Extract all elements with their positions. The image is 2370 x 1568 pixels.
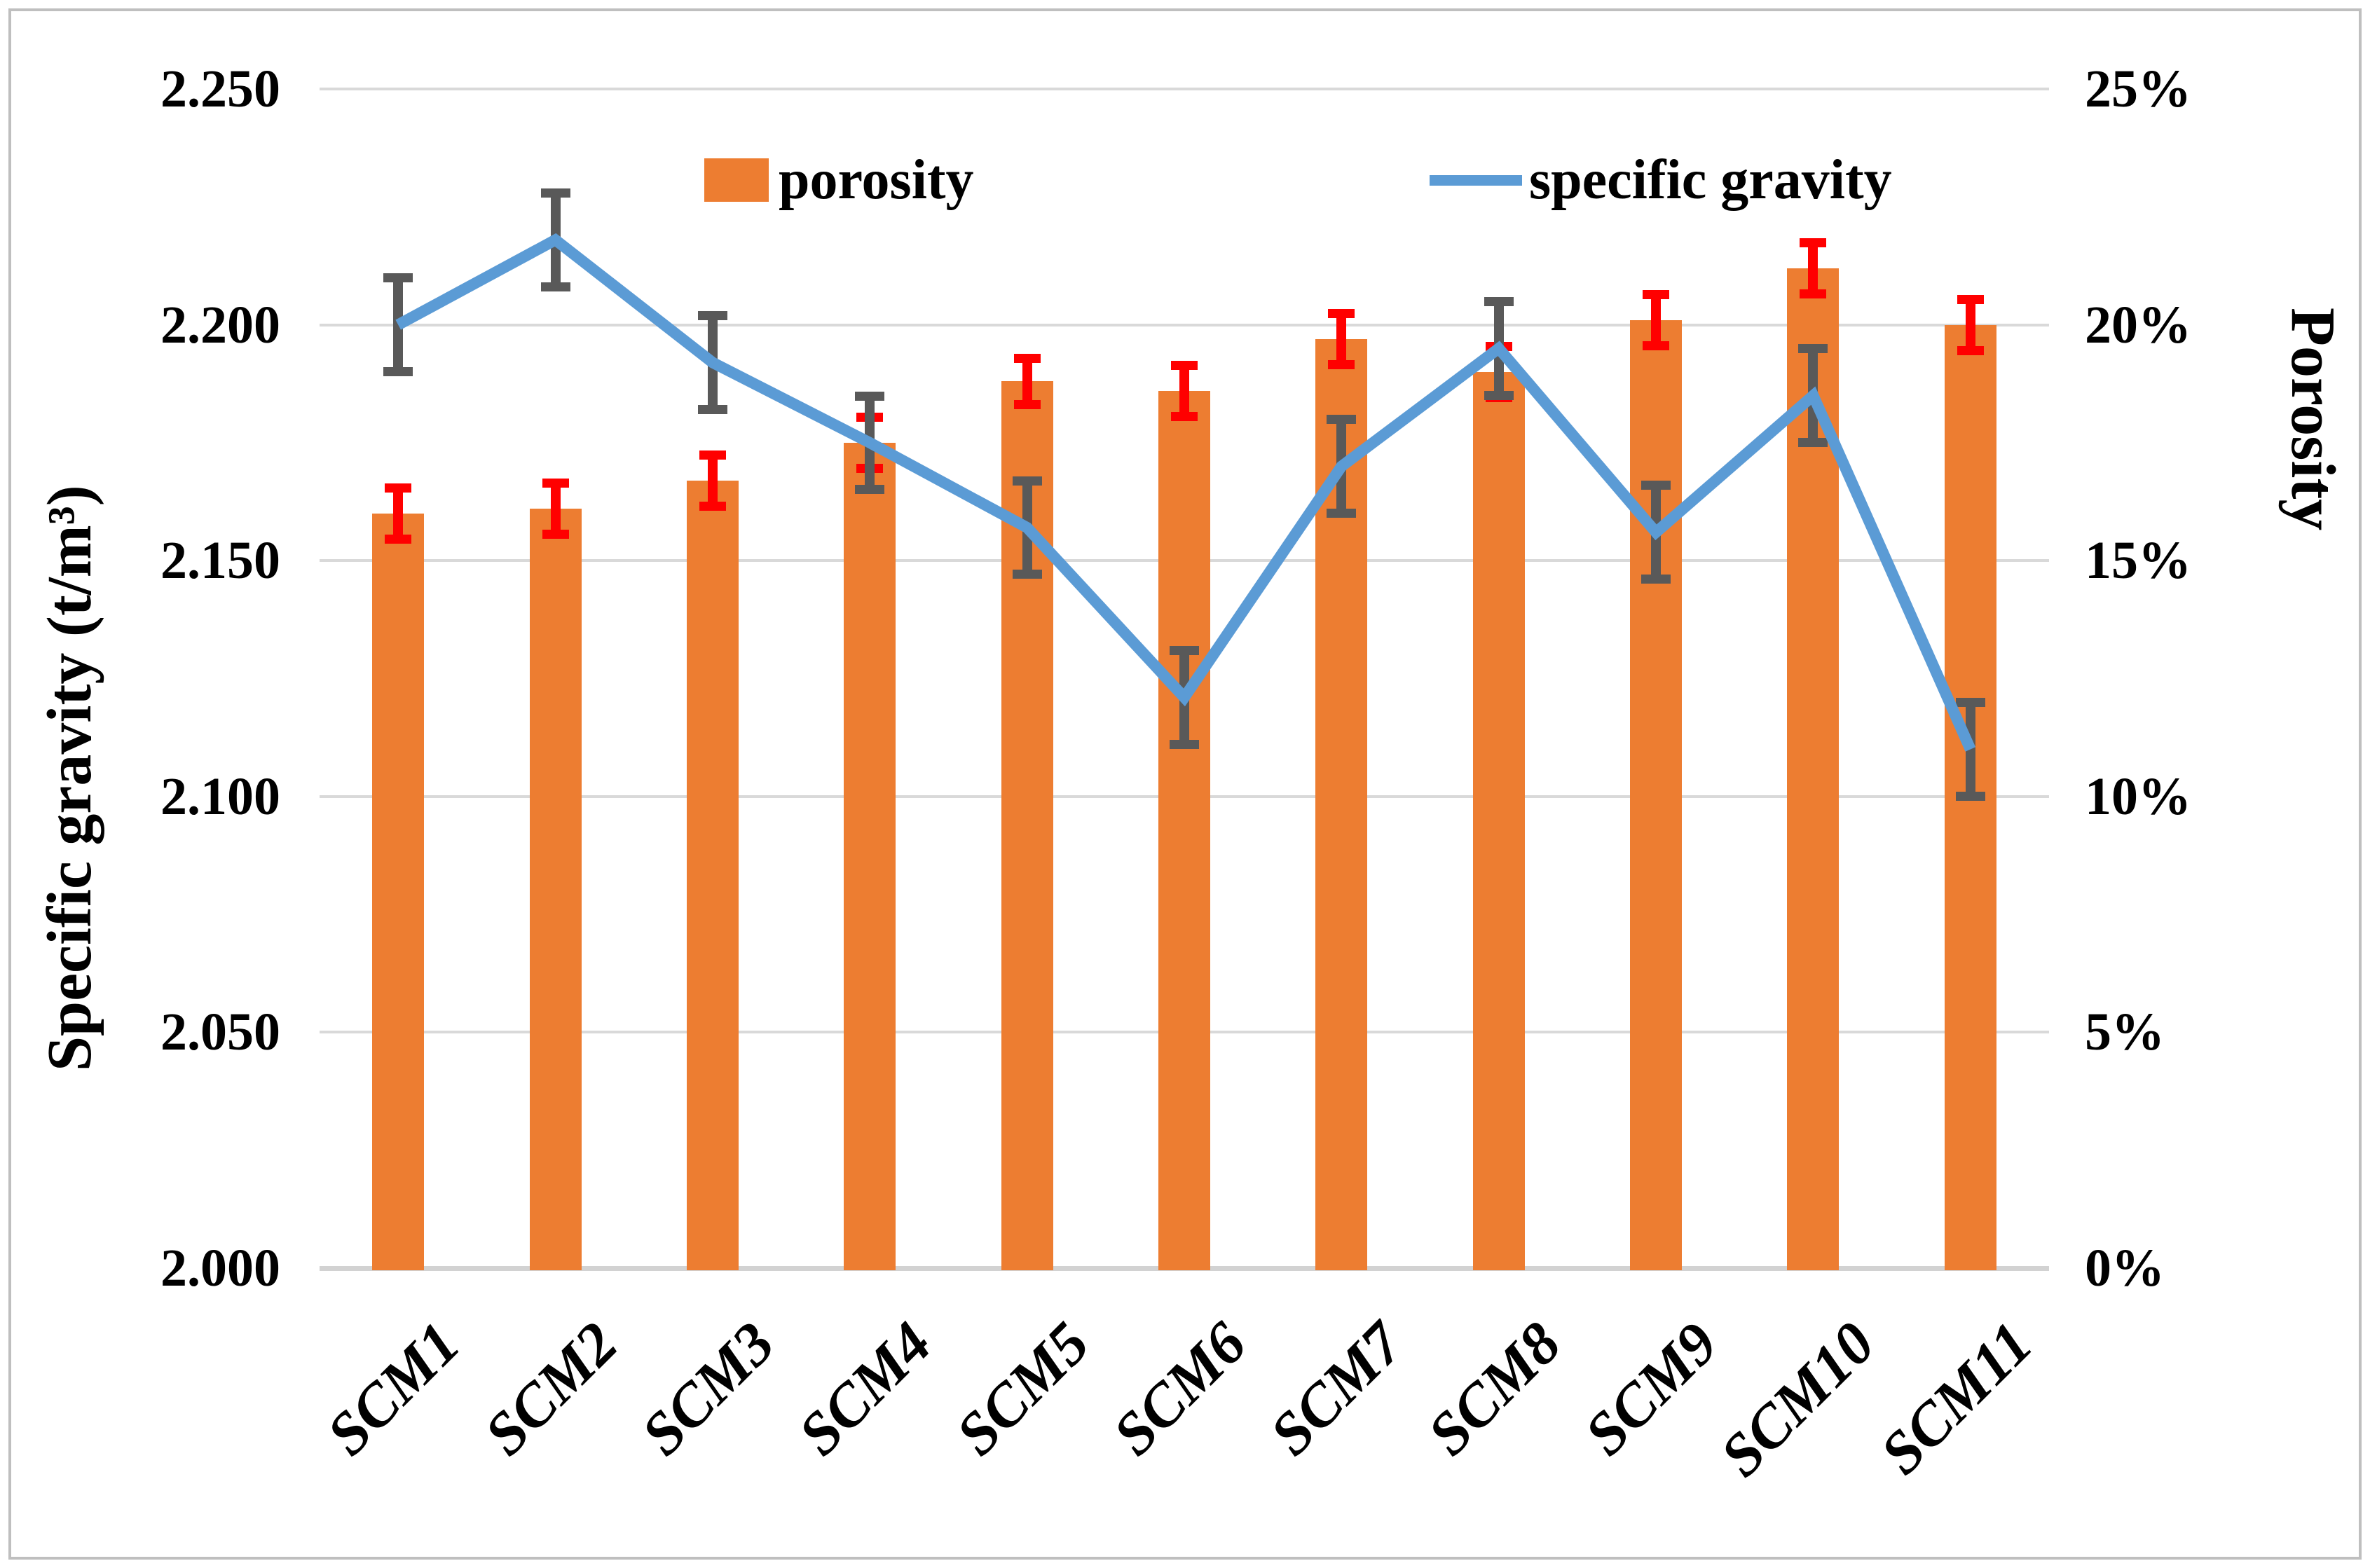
porosity-error-SCM6-stem (1179, 364, 1189, 417)
porosity-error-SCM7-cap-top (1328, 308, 1355, 318)
bar-SCM3 (686, 480, 739, 1270)
specific-gravity-error-SCM11-cap-bottom (1955, 791, 1985, 801)
y-tick-left-2.150: 2.150 (160, 531, 280, 591)
y-tick-right-15%: 15% (2085, 531, 2191, 591)
specific-gravity-error-SCM3-cap-bottom (697, 404, 727, 414)
bar-SCM2 (529, 509, 582, 1270)
specific-gravity-error-SCM11-cap-top (1955, 698, 1985, 708)
y-tick-left-2.050: 2.050 (160, 1003, 280, 1062)
porosity-error-SCM1-cap-bottom (385, 534, 412, 544)
porosity-error-SCM1-cap-top (385, 483, 412, 493)
porosity-error-SCM2-stem (550, 483, 561, 535)
specific-gravity-error-SCM9-cap-top (1641, 481, 1671, 490)
legend-entry-specific-gravity: specific gravity (1430, 149, 1892, 212)
specific-gravity-error-SCM10-cap-bottom (1798, 437, 1828, 447)
y-tick-right-0%: 0% (2085, 1239, 2165, 1298)
chart-border (8, 8, 2362, 1560)
porosity-error-SCM3-cap-top (699, 450, 726, 460)
bar-SCM4 (844, 442, 896, 1270)
specific-gravity-error-SCM7-cap-top (1327, 415, 1357, 425)
legend-label-specific-gravity: specific gravity (1529, 149, 1892, 211)
porosity-error-SCM10-stem (1808, 242, 1818, 294)
specific-gravity-error-SCM3-cap-top (697, 311, 727, 321)
porosity-error-SCM2-cap-bottom (542, 530, 569, 539)
porosity-error-SCM10-cap-bottom (1800, 289, 1827, 298)
legend-label-porosity: porosity (779, 149, 974, 211)
bar-SCM6 (1158, 390, 1210, 1270)
bar-SCM8 (1472, 371, 1525, 1270)
y-tick-left-2.250: 2.250 (160, 60, 280, 118)
specific-gravity-error-SCM7-cap-bottom (1327, 508, 1357, 518)
y-tick-left-2.200: 2.200 (160, 295, 280, 355)
gridline-2.250 (320, 88, 2049, 90)
porosity-error-SCM9-stem (1651, 294, 1662, 346)
specific-gravity-error-SCM5-cap-bottom (1012, 570, 1042, 579)
porosity-error-SCM9-cap-top (1643, 289, 1670, 299)
specific-gravity-swatch-icon (1430, 174, 1522, 186)
y-tick-right-20%: 20% (2085, 295, 2191, 355)
porosity-error-SCM7-cap-bottom (1328, 359, 1355, 369)
y-tick-left-2.100: 2.100 (160, 766, 280, 826)
specific-gravity-error-SCM5-cap-top (1012, 476, 1042, 486)
y-tick-right-25%: 25% (2085, 60, 2191, 118)
specific-gravity-error-SCM2-cap-bottom (540, 282, 570, 291)
porosity-error-SCM6-cap-top (1171, 360, 1198, 370)
specific-gravity-error-SCM8-cap-top (1484, 296, 1514, 306)
y-tick-right-5%: 5% (2085, 1003, 2165, 1062)
specific-gravity-error-SCM10-cap-top (1798, 344, 1828, 354)
porosity-error-SCM1-stem (393, 487, 404, 539)
porosity-error-SCM6-cap-bottom (1171, 411, 1198, 421)
specific-gravity-error-SCM4-cap-bottom (855, 485, 885, 495)
porosity-error-SCM5-cap-bottom (1013, 400, 1041, 410)
gridline-2.200 (320, 323, 2049, 326)
specific-gravity-error-SCM8-cap-bottom (1484, 390, 1514, 400)
porosity-error-SCM5-stem (1022, 357, 1032, 406)
y-tick-right-10%: 10% (2085, 766, 2191, 826)
porosity-swatch-icon (704, 158, 769, 202)
porosity-error-SCM11-stem (1965, 298, 1975, 351)
specific-gravity-error-SCM6-cap-top (1170, 646, 1199, 656)
specific-gravity-error-SCM1-cap-bottom (383, 366, 413, 376)
porosity-error-SCM3-stem (707, 454, 718, 507)
porosity-error-SCM11-cap-top (1957, 294, 1984, 304)
specific-gravity-error-SCM6-cap-bottom (1170, 739, 1199, 749)
specific-gravity-error-SCM2-cap-top (540, 188, 570, 198)
bar-SCM9 (1630, 319, 1683, 1270)
bar-SCM1 (372, 513, 425, 1270)
porosity-error-SCM7-stem (1336, 312, 1347, 365)
specific-gravity-error-SCM4-cap-top (855, 391, 885, 401)
legend: porosity specific gravity (0, 149, 2370, 212)
porosity-error-SCM10-cap-top (1800, 238, 1827, 247)
porosity-error-SCM3-cap-bottom (699, 501, 726, 511)
porosity-error-SCM5-cap-top (1013, 353, 1041, 363)
legend-entry-porosity: porosity (704, 149, 974, 212)
porosity-error-SCM11-cap-bottom (1957, 345, 1984, 355)
specific-gravity-error-SCM1-cap-top (383, 273, 413, 283)
y-tick-left-2.000: 2.000 (160, 1239, 280, 1298)
specific-gravity-line (395, 233, 1976, 752)
porosity-error-SCM2-cap-top (542, 479, 569, 488)
porosity-error-SCM9-cap-bottom (1643, 341, 1670, 350)
specific-gravity-error-SCM9-cap-bottom (1641, 575, 1671, 584)
